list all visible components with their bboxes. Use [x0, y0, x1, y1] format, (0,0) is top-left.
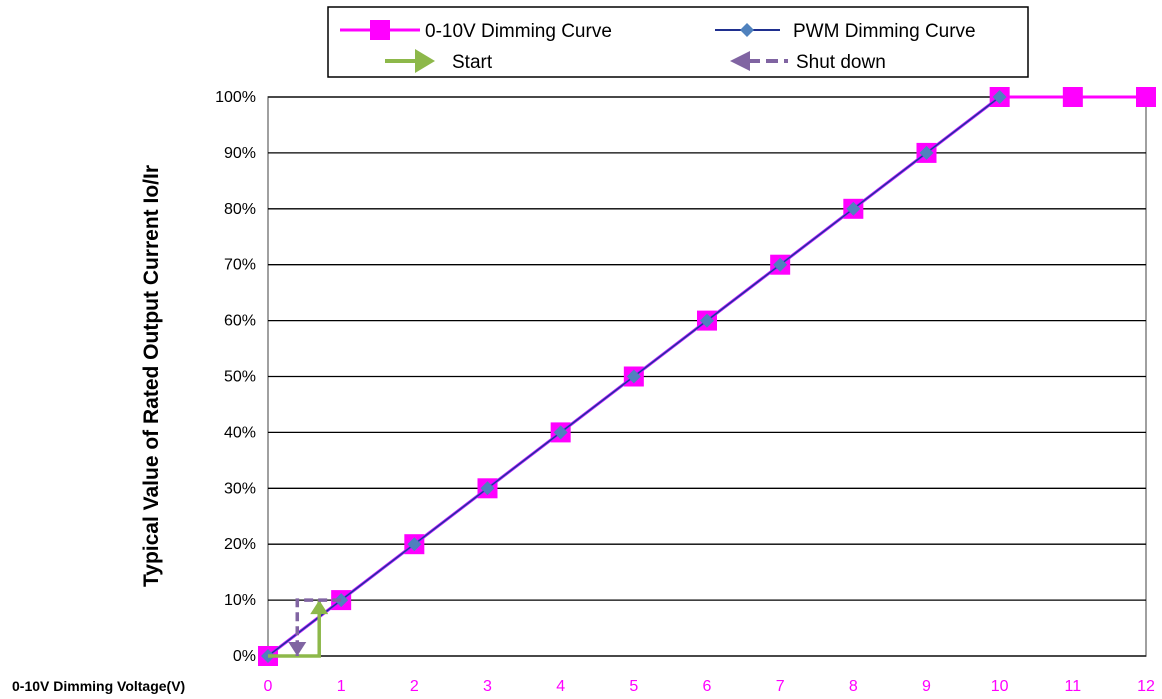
y-axis-label: Typical Value of Rated Output Current Io… [140, 165, 163, 587]
y-tick-label-1: 10% [224, 592, 256, 609]
shut-down-arrowhead [288, 642, 307, 656]
legend-label-0-10v-dimming-curve: 0-10V Dimming Curve [425, 21, 612, 42]
start-arrowhead [310, 600, 329, 615]
0-10v-dimming-curve-point-12 [1136, 87, 1156, 107]
x-tick-label-11: 11 [1065, 678, 1082, 695]
y-tick-labels: 0% 10% 20% 30% 40% 50% 60% 70% 80% 90% 100% [215, 89, 256, 665]
pwm-dimming-curve-point-5 [626, 369, 641, 384]
legend-swatch-marker [370, 20, 390, 40]
y-tick-label-10: 100% [215, 89, 256, 106]
gridlines [267, 96, 1147, 657]
pwm-dimming-curve-point-8 [846, 201, 861, 216]
shut-down-arrow-path [295, 598, 342, 656]
y-tick-label-5: 50% [224, 369, 256, 386]
start-arrow-path [268, 600, 321, 658]
x-tick-label-7: 7 [776, 678, 785, 695]
y-tick-label-2: 20% [224, 536, 256, 553]
y-tick-label-0: 0% [233, 648, 256, 665]
y-tick-label-9: 90% [224, 145, 256, 162]
legend-label-pwm-dimming-curve: PWM Dimming Curve [793, 21, 976, 42]
pwm-dimming-curve-point-7 [773, 257, 788, 272]
legend-label-start: Start [452, 52, 493, 73]
pwm-dimming-curve-point-3 [480, 481, 495, 496]
legend-item-shut-down: Shut down [730, 51, 886, 73]
x-tick-label-9: 9 [922, 678, 931, 695]
y-tick-label-3: 30% [224, 480, 256, 497]
x-tick-label-6: 6 [703, 678, 712, 695]
legend-swatch-arrowhead [415, 49, 435, 73]
pwm-dimming-curve-point-4 [553, 425, 568, 440]
legend-item-start: Start [385, 49, 493, 73]
y-tick-label-4: 40% [224, 424, 256, 441]
x-tick-label-3: 3 [483, 678, 492, 695]
y-tick-label-8: 80% [224, 201, 256, 218]
legend: 0-10V Dimming Curve PWM Dimming Curve Star… [327, 6, 1029, 78]
legend-swatch-marker [740, 23, 754, 37]
pwm-dimming-curve-point-2 [407, 537, 422, 552]
legend-item-pwm-dimming-curve: PWM Dimming Curve [715, 21, 976, 42]
x-tick-label-4: 4 [556, 678, 565, 695]
legend-box [327, 6, 1029, 78]
x-tick-labels: 0 1 2 3 4 5 6 7 8 9 10 11 12 [264, 678, 1155, 695]
y-tick-label-7: 70% [224, 257, 256, 274]
x-tick-label-1: 1 [337, 678, 346, 695]
x-axis-label: 0-10V Dimming Voltage(V) [12, 678, 185, 694]
pwm-dimming-curve-point-6 [700, 313, 714, 328]
0-10v-dimming-curve-point-11 [1062, 87, 1083, 107]
x-tick-label-12: 12 [1137, 678, 1155, 695]
legend-label-shut-down: Shut down [796, 52, 886, 73]
x-tick-label-0: 0 [264, 678, 273, 695]
start-shutdown-arrows [268, 598, 342, 658]
pwm-dimming-curve-point-9 [919, 145, 934, 160]
legend-item-0-10v-dimming-curve: 0-10V Dimming Curve [340, 20, 612, 42]
x-tick-label-8: 8 [849, 678, 858, 695]
x-tick-label-5: 5 [629, 678, 638, 695]
x-tick-label-2: 2 [410, 678, 419, 695]
pwm-dimming-curve-point-10 [992, 90, 1007, 104]
legend-swatch-arrowhead [730, 51, 750, 71]
y-tick-label-6: 60% [224, 313, 256, 330]
x-tick-label-10: 10 [991, 678, 1009, 695]
